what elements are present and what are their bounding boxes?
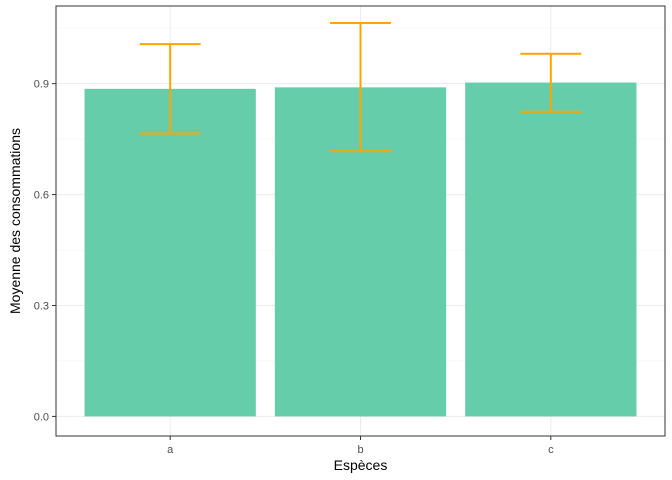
error-bar-a <box>139 43 201 135</box>
y-tick-label: 0.6 <box>34 190 49 202</box>
bar-c <box>465 82 637 417</box>
error-bars <box>139 22 582 153</box>
y-axis-title: Moyenne des consommations <box>7 128 23 314</box>
y-tick-label: 0.3 <box>34 300 49 312</box>
bars <box>84 82 637 417</box>
bar-a <box>84 88 256 417</box>
x-tick-label: c <box>548 444 554 456</box>
error-bar-c <box>520 52 582 113</box>
y-tick-label: 0.9 <box>34 79 49 91</box>
x-axis-ticks: a b c <box>167 436 554 456</box>
x-tick-label: a <box>167 444 174 456</box>
x-axis-title: Espèces <box>334 457 388 473</box>
x-tick-label: b <box>357 444 363 456</box>
error-bar-b <box>330 22 391 153</box>
y-axis-ticks: 0.0 0.3 0.6 0.9 <box>34 79 56 423</box>
y-tick-label: 0.0 <box>34 411 49 423</box>
